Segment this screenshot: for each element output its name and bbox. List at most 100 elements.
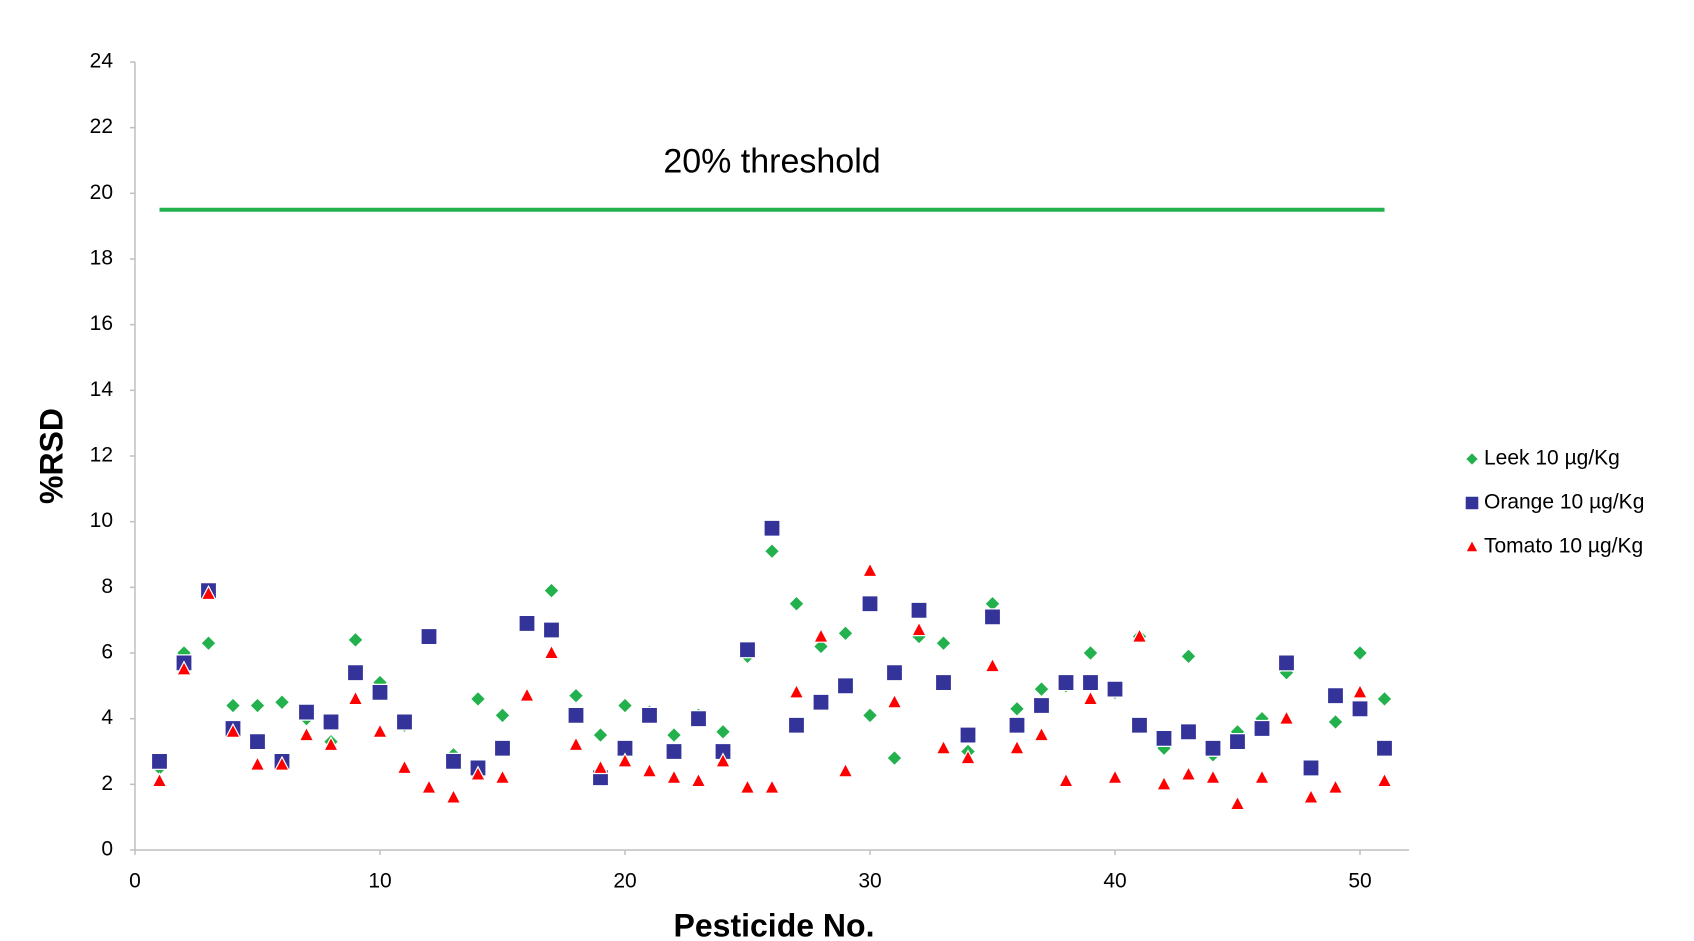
point	[347, 689, 364, 706]
point	[1033, 680, 1050, 698]
point	[1352, 683, 1368, 699]
y-tick-label: 16	[90, 312, 113, 335]
point	[298, 726, 315, 742]
y-tick-label: 6	[101, 641, 113, 664]
point	[518, 614, 536, 633]
point	[1058, 772, 1074, 788]
point	[1081, 673, 1100, 692]
point	[1376, 690, 1393, 708]
point	[176, 660, 192, 676]
legend-marker	[1464, 451, 1480, 467]
y-axis-title: %RSD	[33, 408, 69, 504]
x-tick-label: 30	[858, 870, 881, 893]
legend-label: Tomato 10 µg/Kg	[1484, 535, 1643, 558]
point	[1082, 689, 1099, 706]
point	[837, 762, 854, 778]
point	[1057, 673, 1075, 692]
point	[151, 772, 168, 788]
point	[200, 584, 217, 601]
point	[444, 752, 463, 770]
point	[273, 693, 291, 711]
point	[787, 716, 806, 734]
point	[689, 710, 708, 728]
point	[1082, 644, 1099, 662]
point	[1229, 795, 1246, 811]
y-tick-label: 22	[90, 115, 113, 138]
legend-label: Orange 10 µg/Kg	[1484, 491, 1644, 514]
point	[1106, 680, 1124, 698]
point	[763, 519, 781, 537]
point	[1205, 768, 1221, 784]
point	[616, 697, 634, 714]
x-tick-label: 40	[1103, 870, 1126, 893]
point	[494, 707, 511, 724]
y-tick-label: 14	[90, 378, 114, 401]
y-tick-label: 20	[90, 181, 113, 204]
point	[225, 722, 241, 738]
point	[1278, 709, 1295, 725]
y-tick-label: 0	[101, 838, 113, 861]
point	[1303, 788, 1319, 804]
point	[323, 735, 339, 752]
point	[592, 758, 609, 775]
point	[543, 582, 560, 599]
point	[960, 749, 976, 765]
point	[616, 739, 634, 757]
point	[1008, 716, 1026, 734]
point	[445, 788, 462, 804]
x-tick-label: 20	[613, 870, 636, 893]
point	[493, 739, 512, 757]
y-tick-label: 10	[90, 509, 113, 532]
point	[1156, 775, 1172, 791]
y-tick-label: 8	[101, 575, 113, 598]
y-tick-label: 12	[90, 444, 113, 467]
point	[1033, 726, 1050, 742]
point	[886, 749, 903, 767]
point	[150, 752, 169, 770]
point	[1351, 700, 1369, 718]
point	[640, 706, 659, 724]
point	[641, 762, 658, 778]
y-tick-label: 18	[90, 247, 113, 270]
point	[690, 772, 707, 788]
point	[715, 752, 731, 768]
point	[666, 768, 682, 784]
point	[567, 706, 585, 724]
point	[274, 755, 290, 771]
x-tick-label: 10	[368, 870, 391, 893]
point	[861, 707, 879, 724]
point	[739, 778, 756, 794]
point	[200, 634, 217, 652]
point	[886, 693, 903, 709]
point	[812, 638, 830, 655]
y-tick-label: 24	[90, 50, 114, 73]
legend-marker	[1464, 495, 1480, 511]
point	[885, 664, 904, 682]
point	[1131, 627, 1148, 643]
point	[714, 723, 732, 741]
point	[837, 624, 854, 642]
point	[1375, 739, 1394, 757]
point	[347, 631, 364, 649]
point	[861, 595, 879, 613]
point	[1130, 716, 1149, 734]
point	[1180, 647, 1197, 665]
point	[470, 765, 486, 781]
point	[371, 683, 389, 701]
point	[788, 595, 805, 613]
point	[812, 693, 830, 711]
point	[346, 664, 365, 682]
point	[420, 627, 438, 646]
point	[1180, 765, 1197, 781]
point	[665, 726, 683, 744]
point	[764, 778, 780, 794]
point	[395, 713, 414, 731]
point	[592, 726, 609, 744]
point	[617, 752, 633, 768]
point	[297, 703, 316, 721]
x-tick-label: 0	[129, 870, 141, 893]
point	[372, 722, 388, 738]
point	[248, 733, 267, 751]
point	[249, 697, 266, 714]
